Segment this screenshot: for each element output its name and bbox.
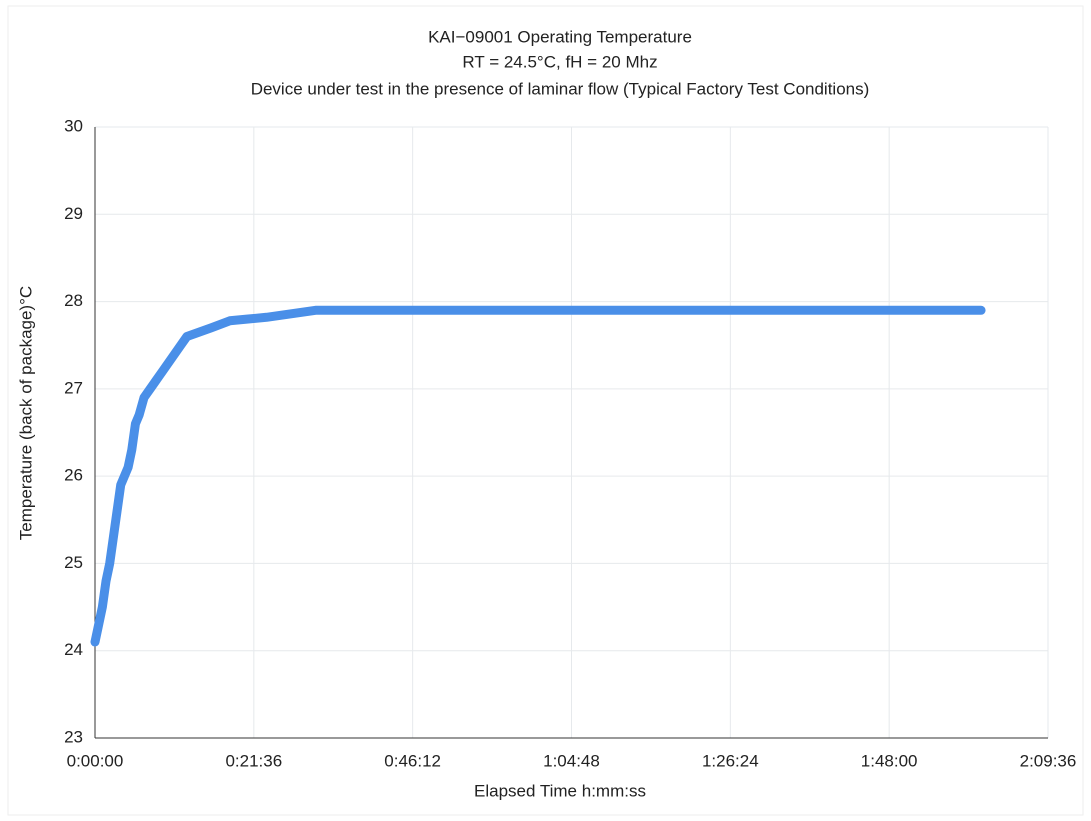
y-tick-label: 24 [64,640,83,659]
chart-subtitle: RT = 24.5°C, fH = 20 Mhz [462,52,657,71]
data-line [90,305,986,647]
frame [7,5,1084,816]
chart-title: KAI−09001 Operating Temperature [428,27,692,46]
y-tick-label: 27 [64,378,83,397]
y-tick-label: 25 [64,553,83,572]
x-axis-title: Elapsed Time h:mm:ss [474,781,646,800]
x-tick-label: 2:09:36 [1020,751,1077,770]
y-tick-label: 26 [64,466,83,485]
y-tick-label: 23 [64,727,83,746]
x-tick-label: 0:00:00 [67,751,124,770]
y-axis-title: Temperature (back of package)°C [16,286,35,540]
annotation: Device under test in the presence of lam… [251,79,870,98]
x-tick-label: 0:46:12 [384,751,441,770]
y-tick-label: 29 [64,204,83,223]
x-tick-label: 0:21:36 [225,751,282,770]
y-tick-label: 30 [64,116,83,135]
x-tick-label: 1:48:00 [861,751,918,770]
x-tick-label: 1:26:24 [702,751,759,770]
y-tick-label: 28 [64,291,83,310]
x-tick-label: 1:04:48 [543,751,600,770]
